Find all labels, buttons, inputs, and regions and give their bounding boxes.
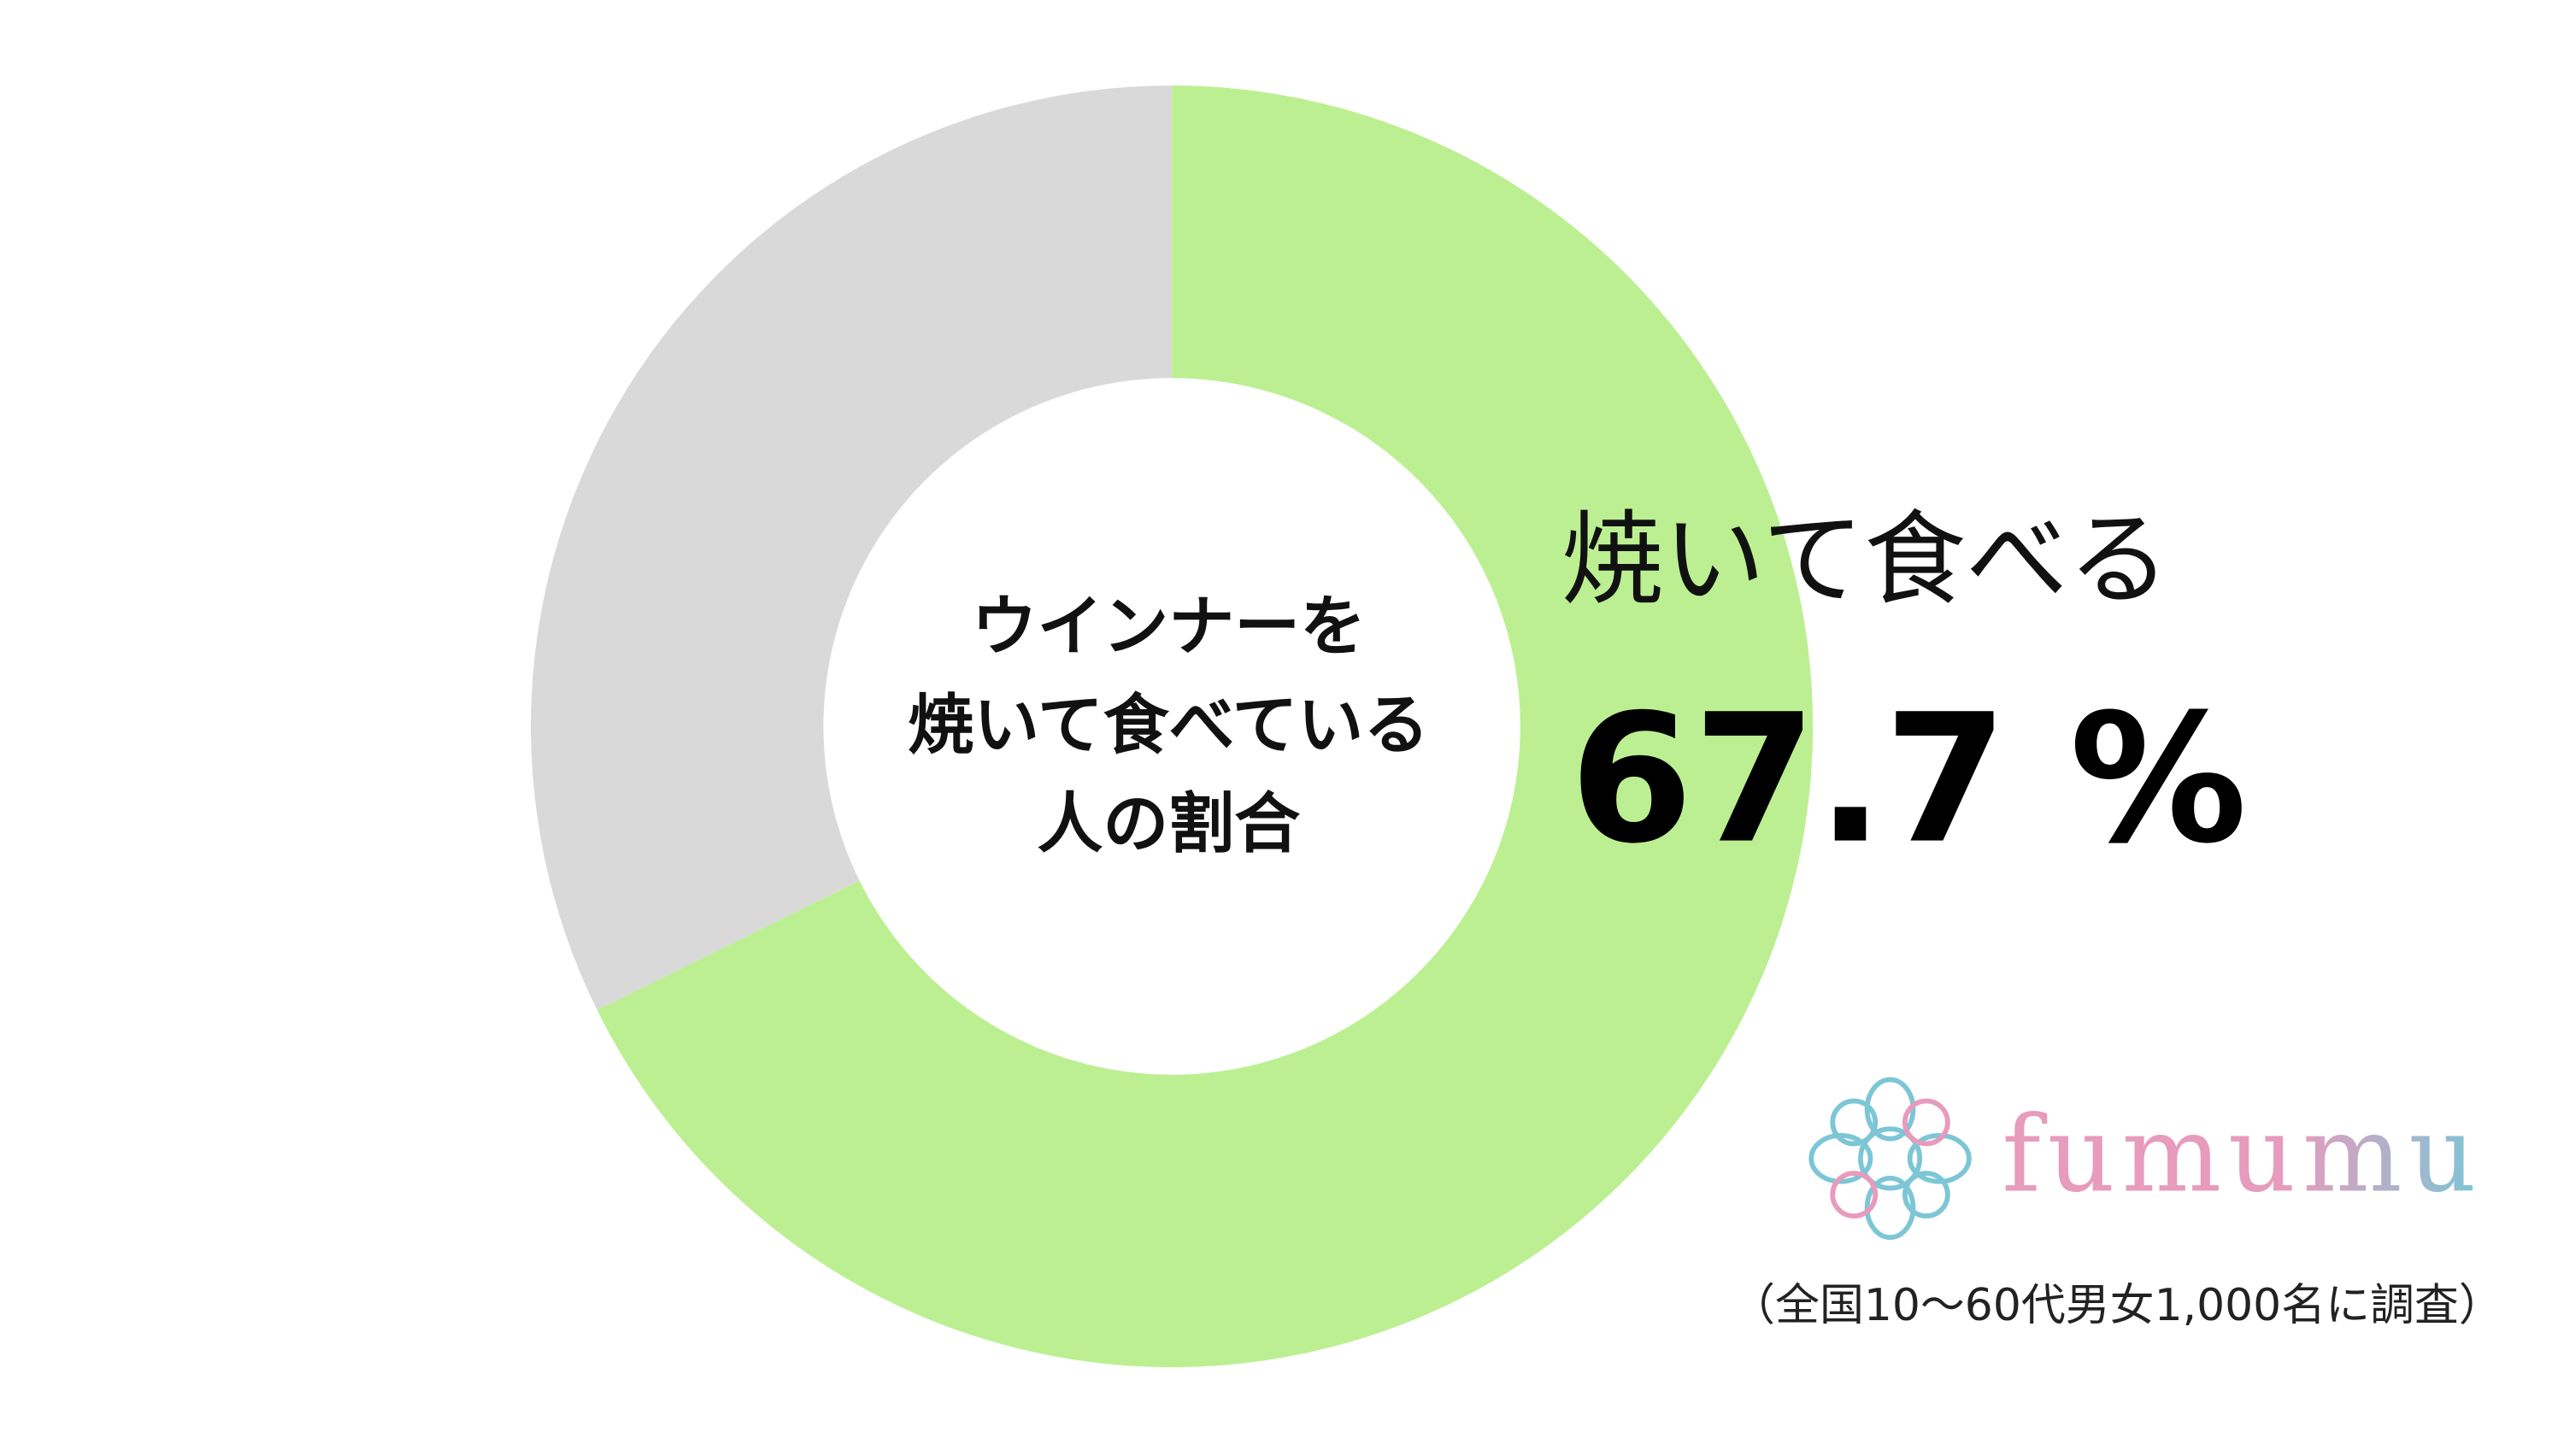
note: （全国10～60代男女1,000名に調査） — [1731, 1280, 2503, 1331]
donut-segment — [597, 85, 1814, 1368]
logo-icon — [1808, 1077, 1972, 1241]
donut — [531, 85, 1814, 1368]
logo-text: fumumu — [2002, 1095, 2483, 1217]
center-label: ウインナーを — [972, 590, 1366, 666]
center-label: 人の割合 — [1037, 786, 1300, 862]
value-label: 67.7 % — [1570, 676, 2248, 883]
segment-label: 焼いて食べる — [1561, 501, 2170, 619]
center-label: 焼いて食べている — [908, 688, 1429, 764]
donut-segment — [531, 85, 1173, 1011]
